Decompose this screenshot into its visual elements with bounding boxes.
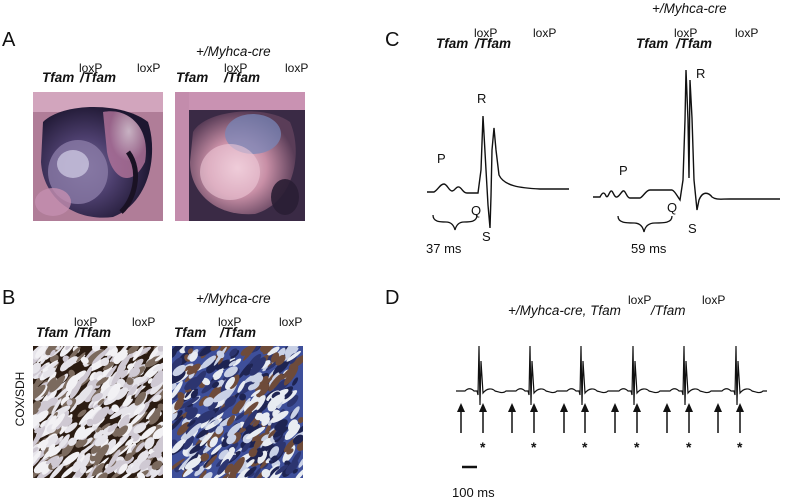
superscript: loxP bbox=[735, 26, 759, 40]
cre-text: +/Myhca-cre bbox=[196, 44, 271, 59]
gene-name: /Tfam bbox=[220, 325, 257, 340]
panel-letter-b: B bbox=[2, 287, 16, 309]
superscript: loxP bbox=[674, 26, 698, 40]
panel-letter-c: C bbox=[385, 29, 400, 51]
ecg-trace-cre bbox=[593, 69, 780, 211]
superscript: loxP bbox=[702, 293, 726, 307]
gene-name: /Tfam bbox=[80, 70, 117, 85]
asterisk-marker: * bbox=[686, 439, 692, 455]
superscript: loxP bbox=[224, 61, 248, 75]
superscript: loxP bbox=[74, 315, 98, 329]
p-wave-arrow bbox=[530, 403, 538, 433]
superscript: loxP bbox=[533, 26, 557, 40]
p-wave-arrow bbox=[685, 403, 693, 433]
gene-name: Tfam bbox=[176, 70, 209, 85]
asterisk-marker: * bbox=[634, 439, 640, 455]
wave-label-r: R bbox=[477, 91, 486, 106]
p-wave-arrow bbox=[479, 403, 487, 433]
interval-label-control: 37 ms bbox=[426, 241, 462, 256]
heart-photo-cre bbox=[175, 92, 305, 221]
blocked-beat-markers: * * * * * * bbox=[480, 439, 743, 455]
gene-name: Tfam bbox=[436, 36, 469, 51]
cre-text: +/Myhca-cre bbox=[652, 1, 727, 16]
gene-name: /Tfam bbox=[224, 70, 261, 85]
p-wave-arrow bbox=[560, 403, 568, 433]
cox-sdh-micrograph-cre bbox=[172, 346, 303, 478]
p-wave-arrow bbox=[508, 403, 516, 433]
p-wave-arrows bbox=[457, 403, 744, 433]
superscript: loxP bbox=[285, 61, 309, 75]
heart-photo-control bbox=[33, 92, 163, 221]
superscript: loxP bbox=[628, 293, 652, 307]
gene-name: /Tfam bbox=[475, 36, 512, 51]
wave-label-p: P bbox=[619, 163, 628, 178]
ecg-trace-control bbox=[427, 115, 569, 229]
superscript: loxP bbox=[79, 61, 103, 75]
interval-bracket-cre bbox=[617, 215, 673, 233]
gene-name: /Tfam bbox=[676, 36, 713, 51]
asterisk-marker: * bbox=[531, 439, 537, 455]
gene-name: Tfam bbox=[636, 36, 669, 51]
superscript: loxP bbox=[218, 315, 242, 329]
ecg-complex-panel: 37 ms P R Q S 59 ms P R Q S bbox=[426, 66, 780, 256]
gene-name: /Tfam bbox=[651, 303, 686, 318]
p-wave-arrow bbox=[736, 403, 744, 433]
p-wave-arrow bbox=[714, 403, 722, 433]
cre-label: +/Myhca-cre bbox=[196, 44, 271, 59]
gene-name: Tfam bbox=[174, 325, 207, 340]
interval-label-cre: 59 ms bbox=[631, 241, 667, 256]
ecg-rhythm-trace bbox=[456, 345, 767, 406]
cre-label: +/Myhca-cre bbox=[652, 1, 727, 16]
p-wave-arrow bbox=[457, 403, 465, 433]
wave-label-q: Q bbox=[667, 200, 677, 215]
wave-label-s: S bbox=[482, 229, 491, 244]
p-wave-arrow bbox=[663, 403, 671, 433]
interval-bracket-control bbox=[432, 214, 478, 231]
p-wave-arrow bbox=[581, 403, 589, 433]
cre-text: +/Myhca-cre bbox=[196, 291, 271, 306]
superscript: loxP bbox=[132, 315, 156, 329]
cre-label: +/Myhca-cre bbox=[196, 291, 271, 306]
panel-d-title-prefix: +/Myhca-cre, Tfam bbox=[508, 303, 621, 318]
superscript: loxP bbox=[137, 61, 161, 75]
wave-label-p: P bbox=[437, 151, 446, 166]
wave-label-s: S bbox=[688, 221, 697, 236]
gene-name: Tfam bbox=[36, 325, 69, 340]
superscript: loxP bbox=[474, 26, 498, 40]
asterisk-marker: * bbox=[582, 439, 588, 455]
superscript: loxP bbox=[279, 315, 303, 329]
p-wave-arrow bbox=[611, 403, 619, 433]
wave-label-r: R bbox=[696, 66, 705, 81]
wave-label-q: Q bbox=[471, 203, 481, 218]
p-wave-arrow bbox=[633, 403, 641, 433]
asterisk-marker: * bbox=[737, 439, 743, 455]
gene-text: /Tfam bbox=[651, 303, 686, 318]
panel-d-title-text: +/Myhca-cre, Tfam bbox=[508, 303, 621, 318]
panel-letter-a: A bbox=[2, 29, 16, 51]
scale-bar-label: 100 ms bbox=[452, 485, 495, 500]
gene-name: Tfam bbox=[42, 70, 75, 85]
cox-sdh-micrograph-control bbox=[33, 346, 163, 478]
gene-name: /Tfam bbox=[75, 325, 112, 340]
ecg-rhythm-strip: * * * * * * 100 ms bbox=[452, 345, 767, 500]
asterisk-marker: * bbox=[480, 439, 486, 455]
panel-letter-d: D bbox=[385, 287, 400, 309]
